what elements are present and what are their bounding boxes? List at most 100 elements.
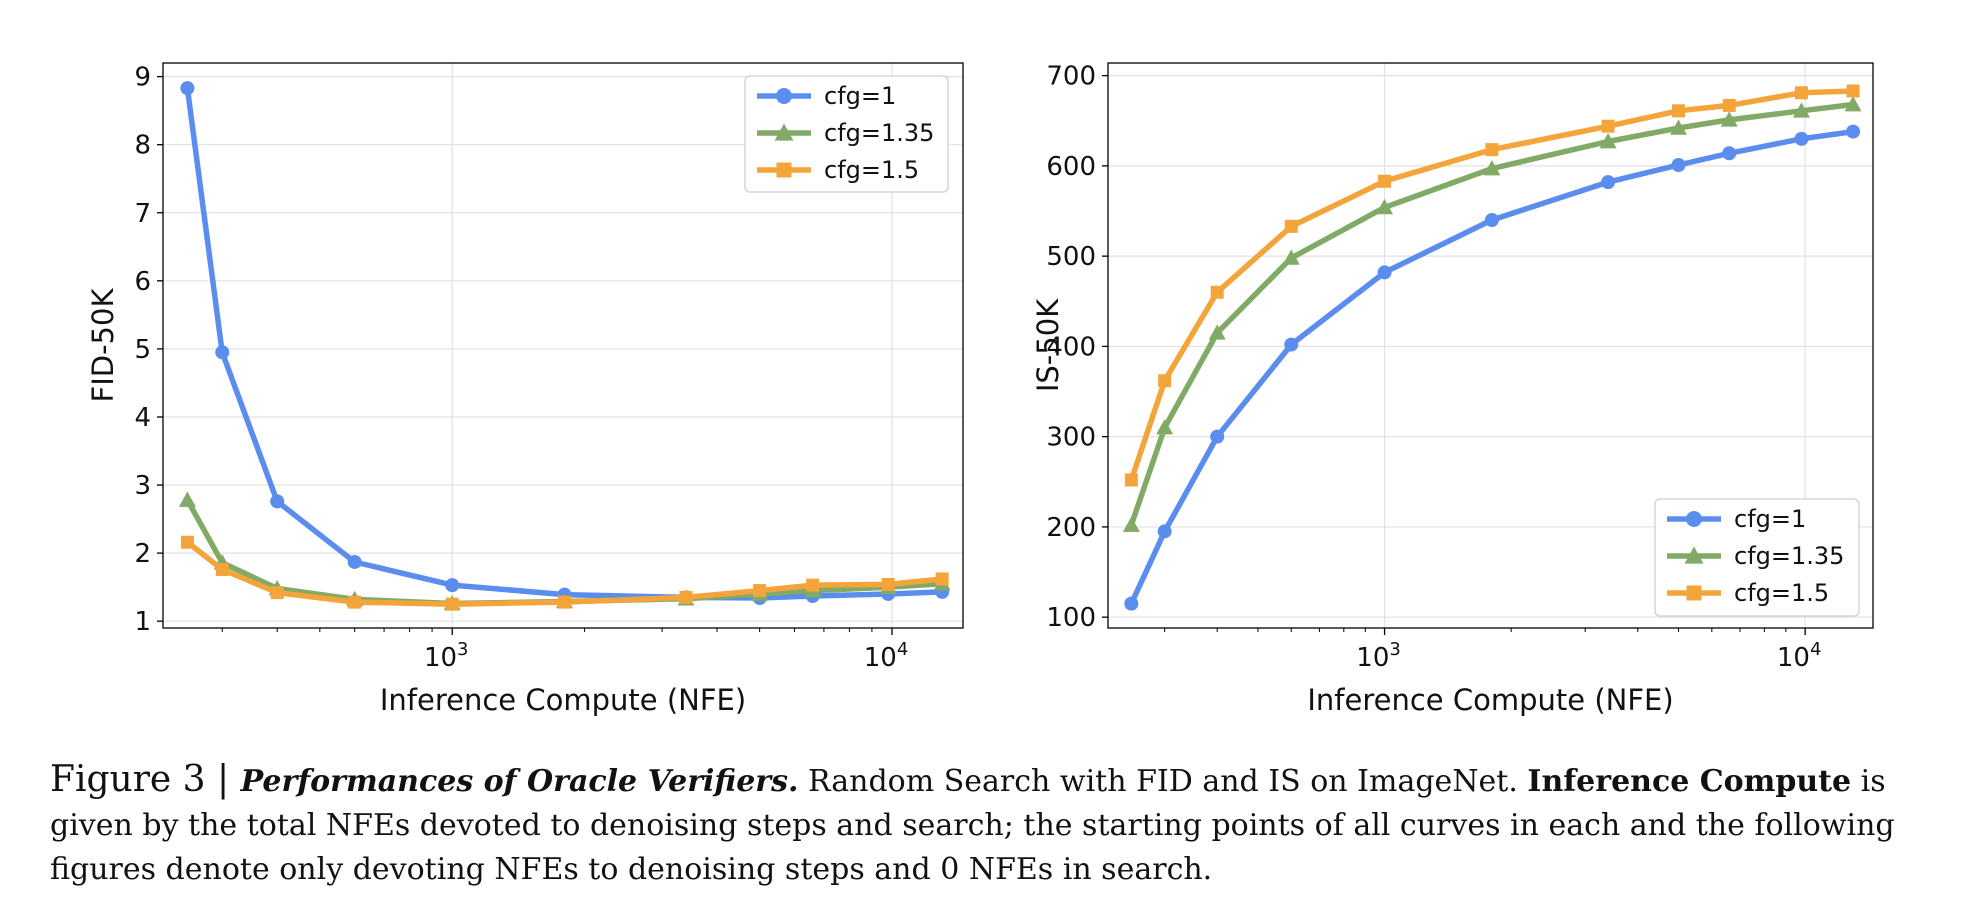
data-point <box>1483 160 1501 176</box>
fid-chart: 1 2 3 4 5 6 7 8 9 103 104 Inference Compute (NFE) FI… <box>86 62 964 717</box>
caption-rest: is given by the total NFEs devoted to de… <box>50 764 1895 887</box>
is-chart: 100 200 300 400 500 600 700 103 104 Inference Com… <box>1031 62 1874 717</box>
x-minor-ticks <box>1164 628 1787 632</box>
series-cfg=1 <box>1124 124 1861 611</box>
y-axis-label: FID-50K <box>86 288 120 403</box>
data-point <box>347 554 362 569</box>
legend-marker <box>1686 585 1702 601</box>
x-tick-label: 104 <box>1777 639 1822 673</box>
y-tick-label: 2 <box>134 539 151 569</box>
legend-label: cfg=1 <box>824 82 896 110</box>
y-tick-label: 5 <box>134 335 151 365</box>
data-point <box>1122 516 1140 532</box>
figure: 1 2 3 4 5 6 7 8 9 103 104 Inference Compute (NFE) FI… <box>86 62 1874 717</box>
data-point <box>180 535 194 549</box>
y-axis: 100 200 300 400 500 600 700 <box>1046 62 1108 633</box>
data-point <box>1601 175 1616 190</box>
data-point <box>1158 374 1172 388</box>
legend-label: cfg=1 <box>1734 505 1806 533</box>
data-point <box>1210 285 1224 299</box>
data-point <box>1156 419 1174 435</box>
data-point <box>1282 249 1300 265</box>
legend-marker <box>1684 546 1704 564</box>
data-point <box>1794 86 1808 100</box>
data-point <box>348 595 362 609</box>
legend-label: cfg=1.35 <box>1734 542 1844 570</box>
data-point <box>1484 213 1499 228</box>
legend: cfg=1 cfg=1.35 cfg=1.5 <box>744 75 949 193</box>
data-point <box>445 597 459 611</box>
data-point <box>1378 174 1392 188</box>
data-point <box>1722 98 1736 112</box>
series-cfg=1.5 <box>180 535 949 611</box>
y-tick-label: 400 <box>1046 332 1096 362</box>
data-point <box>1284 337 1299 352</box>
legend-marker <box>776 162 792 178</box>
data-point <box>753 584 767 598</box>
legend-label: cfg=1.5 <box>824 156 919 184</box>
caption-figure-label: Figure 3 <box>50 759 206 800</box>
data-point <box>1846 124 1861 139</box>
x-axis: 103 104 <box>424 628 908 673</box>
data-point <box>215 562 229 576</box>
y-tick-label: 9 <box>134 63 151 93</box>
data-point <box>1720 111 1738 127</box>
data-point <box>215 345 230 360</box>
data-point <box>1208 324 1226 340</box>
legend: cfg=1 cfg=1.35 cfg=1.5 <box>1654 498 1860 617</box>
x-tick-label: 103 <box>424 639 469 673</box>
data-point <box>178 491 196 507</box>
data-point <box>1671 157 1686 172</box>
x-tick-label: 103 <box>1356 639 1401 673</box>
data-point <box>180 81 195 96</box>
data-point <box>1792 102 1810 118</box>
data-point <box>679 590 693 604</box>
data-point <box>1157 524 1172 539</box>
y-tick-label: 3 <box>134 471 151 501</box>
data-point <box>1601 119 1615 133</box>
caption-title: Performances of Oracle Verifiers. <box>240 764 799 799</box>
data-point <box>1670 119 1688 135</box>
data-point <box>1210 429 1225 444</box>
data-point <box>1672 104 1686 118</box>
y-tick-label: 200 <box>1046 513 1096 543</box>
data-point <box>1124 596 1139 611</box>
plot-frame <box>1107 62 1874 629</box>
y-tick-label: 100 <box>1046 603 1096 633</box>
legend-marker <box>776 88 792 104</box>
x-axis-label: Inference Compute (NFE) <box>380 683 746 717</box>
data-point <box>1376 198 1394 215</box>
data-point <box>1844 96 1862 112</box>
data-point <box>1794 131 1809 146</box>
data-point <box>1284 219 1298 233</box>
data-point <box>881 577 895 591</box>
y-tick-label: 6 <box>134 267 151 297</box>
legend-marker <box>774 123 794 141</box>
legend-marker <box>1686 511 1702 527</box>
x-minor-ticks <box>221 628 873 632</box>
data-point <box>557 595 571 609</box>
series-cfg=1.35 <box>1122 96 1862 532</box>
legend-box <box>744 75 949 193</box>
figure-caption: Figure 3 | Performances of Oracle Verifi… <box>50 758 1940 892</box>
x-tick-label: 104 <box>864 639 909 673</box>
x-axis: 103 104 <box>1356 628 1821 673</box>
data-point <box>935 572 949 586</box>
y-tick-label: 600 <box>1046 152 1096 182</box>
y-tick-label: 1 <box>134 607 151 637</box>
legend-box <box>1654 498 1860 617</box>
y-tick-label: 8 <box>134 131 151 161</box>
y-tick-label: 700 <box>1046 62 1096 92</box>
data-point <box>445 578 460 593</box>
y-tick-label: 300 <box>1046 423 1096 453</box>
y-axis-label: IS-50K <box>1031 298 1065 392</box>
data-point <box>1377 265 1392 280</box>
data-point <box>1846 84 1860 98</box>
data-point <box>270 586 284 600</box>
data-point <box>1124 473 1138 487</box>
plot-frame <box>162 62 964 629</box>
data-point <box>270 494 285 509</box>
data-point <box>806 578 820 592</box>
data-point <box>1485 143 1499 157</box>
legend-label: cfg=1.35 <box>824 119 934 147</box>
